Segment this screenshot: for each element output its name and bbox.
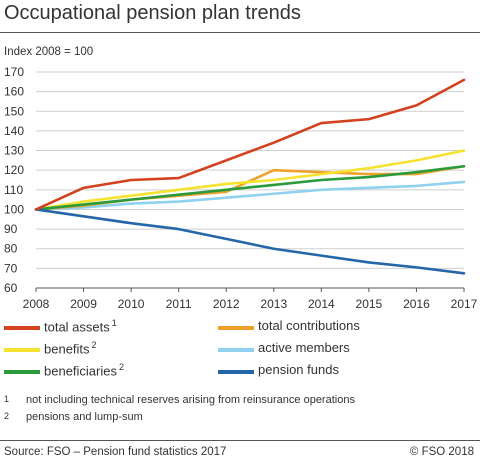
x-tick-label: 2016	[403, 297, 430, 311]
footnote-1-text: not including technical reserves arising…	[26, 394, 355, 406]
legend-swatch-beneficiaries	[4, 370, 40, 374]
legend-text: total contributions	[258, 318, 360, 333]
x-tick-label: 2013	[260, 297, 287, 311]
y-tick-label: 90	[4, 222, 18, 236]
y-tick-label: 160	[4, 85, 24, 99]
y-axis-unit-label: Index 2008 = 100	[4, 46, 94, 58]
legend-footnote-mark: 2	[119, 362, 125, 372]
legend-label-benefits: benefits 2	[44, 340, 97, 356]
legend-swatch-total-assets	[4, 326, 40, 330]
series-line-pension-funds	[34, 208, 466, 275]
x-tick-label: 2014	[308, 297, 335, 311]
x-tick-label: 2008	[23, 297, 50, 311]
legend-text: benefits	[44, 341, 90, 357]
series-line-active-members	[34, 180, 466, 211]
y-tick-label: 150	[4, 104, 24, 118]
x-tick-label: 2011	[166, 297, 192, 311]
legend-label-active-members: active members	[258, 340, 350, 355]
y-tick-label: 170	[4, 65, 24, 79]
series-line-beneficiaries	[34, 164, 466, 211]
legend-label-pension-funds: pension funds	[258, 362, 339, 377]
footnote-2: 2 pensions and lump-sum	[4, 411, 143, 423]
y-tick-label: 100	[4, 202, 24, 216]
copyright-note: © FSO 2018	[409, 446, 474, 458]
footnote-2-text: pensions and lump-sum	[26, 411, 143, 423]
line-chart: 60 70 80 90 100 110 120 130 140 150 160 170 2008 2009…	[4, 65, 478, 311]
legend-text: total assets	[44, 319, 110, 335]
x-tick-label: 2015	[356, 297, 383, 311]
title-rule	[0, 32, 480, 33]
chart-title: Occupational pension plan trends	[4, 2, 301, 24]
legend-text: active members	[258, 340, 350, 355]
footnote-1-mark: 1	[4, 394, 10, 404]
x-tick-label: 2017	[451, 297, 478, 311]
legend-text: beneficiaries	[44, 363, 117, 379]
legend-footnote-mark: 1	[111, 318, 117, 328]
x-tick-label: 2009	[70, 297, 97, 311]
y-tick-label: 110	[4, 183, 23, 197]
legend-label-total-contributions: total contributions	[258, 318, 360, 333]
x-tick-label: 2012	[213, 297, 240, 311]
legend-swatch-total-contributions	[218, 326, 254, 330]
y-tick-label: 130	[4, 144, 24, 158]
legend-text: pension funds	[258, 362, 339, 377]
legend-label-total-assets: total assets 1	[44, 318, 117, 334]
series-line-total-assets	[34, 78, 466, 211]
y-tick-label: 140	[4, 124, 24, 138]
source-note: Source: FSO – Pension fund statistics 20…	[4, 446, 227, 458]
y-tick-label: 120	[4, 163, 24, 177]
legend-label-beneficiaries: beneficiaries 2	[44, 362, 124, 378]
series-line-benefits	[34, 149, 466, 211]
y-tick-label: 60	[4, 281, 18, 295]
legend-footnote-mark: 2	[91, 340, 97, 350]
y-tick-label: 80	[4, 242, 18, 256]
footer-rule	[0, 440, 480, 441]
y-tick-label: 70	[4, 261, 18, 275]
legend-swatch-pension-funds	[218, 370, 254, 374]
legend-swatch-active-members	[218, 348, 254, 352]
footnote-1: 1 not including technical reserves arisin…	[4, 394, 355, 406]
x-tick-label: 2010	[118, 297, 145, 311]
footnote-2-mark: 2	[4, 411, 10, 421]
legend-swatch-benefits	[4, 348, 40, 352]
